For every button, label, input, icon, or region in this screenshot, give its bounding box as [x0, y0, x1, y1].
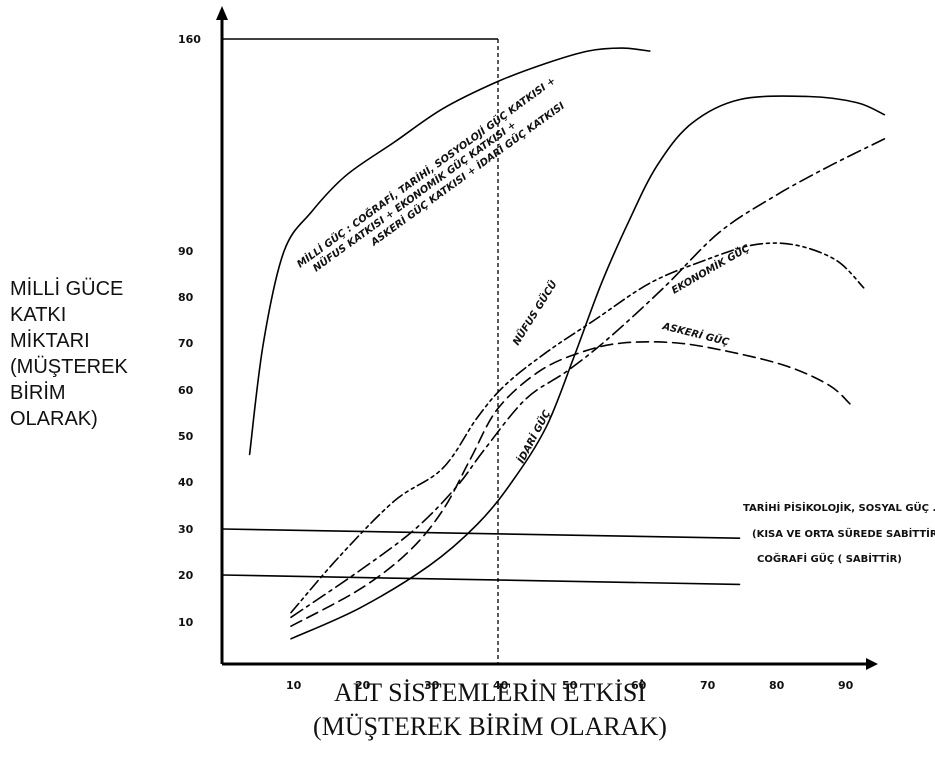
y-axis-label-line: MİLLİ GÜCE	[10, 278, 124, 300]
series-line-2	[290, 242, 865, 614]
y-axis-arrow	[216, 6, 228, 20]
milli-guc-label-line-2: NÜFUS KATKISI + EKONOMİK GÜÇ KATKISI +	[310, 117, 519, 274]
y-tick-label: 70	[178, 337, 194, 350]
y-tick-label: 50	[178, 430, 194, 443]
milli-guc-label-line-3: ASKERİ GÜÇ KATKISI + İDARİ GÜÇ KATKISI	[367, 98, 567, 249]
y-axis-label-line: KATKI	[10, 304, 67, 326]
y-axis-label-line: OLARAK)	[10, 408, 98, 430]
x-tick-label: 50	[562, 679, 578, 692]
reference-lines	[222, 38, 499, 664]
x-tick-label: 10	[286, 679, 302, 692]
x-tick-label: 20	[355, 679, 371, 692]
curve-labels: MİLLİ GÜÇ : COĞRAFİ, TARİHİ, SOSYOLOJİ G…	[294, 73, 935, 565]
y-axis-label-line: BİRİM	[10, 382, 66, 404]
x-tick-label: 30	[424, 679, 440, 692]
side-note-label: (KISA VE ORTA SÜREDE SABİTTİR.	[752, 526, 935, 540]
axes	[216, 6, 878, 670]
x-axis-arrow	[866, 658, 878, 670]
series-line-0	[248, 47, 651, 456]
milli-guc-label-line-1: MİLLİ GÜÇ : COĞRAFİ, TARİHİ, SOSYOLOJİ G…	[294, 73, 558, 270]
y-tick-label: 90	[178, 245, 194, 258]
y-tick-label: 60	[178, 384, 194, 397]
x-tick-label: 60	[631, 679, 647, 692]
series-line-3	[290, 341, 851, 627]
x-tick-label: 40	[493, 679, 509, 692]
x-tick-label: 90	[838, 679, 854, 692]
y-tick-label: 40	[178, 476, 194, 489]
idari-guc-label: İDARİ GÜÇ	[513, 407, 553, 466]
tarihi-guc-label: TARİHİ PİSİKOLOJİK, SOSYAL GÜÇ .	[743, 500, 935, 514]
askeri-guc-label: ASKERİ GÜÇ	[660, 318, 731, 348]
y-axis-label: MİLLİ GÜCE KATKI MİKTARI (MÜŞTEREK BİRİM…	[10, 276, 160, 432]
y-tick-label: 30	[178, 523, 194, 536]
x-axis-label-line: ALT SİSTEMLERİN ETKİSİ	[334, 678, 646, 707]
y-axis-label-line: MİKTARI	[10, 330, 90, 352]
x-tick-label: 80	[769, 679, 785, 692]
series-layer	[221, 47, 886, 640]
y-axis-label-line: (MÜŞTEREK	[10, 356, 128, 378]
x-axis-label-line: (MÜŞTEREK BİRİM OLARAK)	[313, 712, 667, 741]
series-line-5	[221, 528, 741, 539]
cografi-guc-label: COĞRAFİ GÜÇ ( SABİTTİR)	[757, 551, 902, 565]
y-tick-label: 80	[178, 291, 194, 304]
y-tick-label: 10	[178, 616, 194, 629]
tick-layer: 10 20 30 40 50 60 70 80 90 10 20 30 40 50 60 70 80 90 160	[178, 33, 854, 692]
x-tick-label: 70	[700, 679, 716, 692]
series-line-1	[290, 95, 886, 640]
nufus-gucu-label: NÜFUS GÜCÜ	[509, 277, 560, 347]
x-axis-label: ALT SİSTEMLERİN ETKİSİ (MÜŞTEREK BİRİM O…	[230, 676, 750, 744]
series-line-6	[221, 574, 741, 586]
y-tick-label: 20	[178, 569, 194, 582]
y-tick-label: 160	[178, 33, 201, 46]
